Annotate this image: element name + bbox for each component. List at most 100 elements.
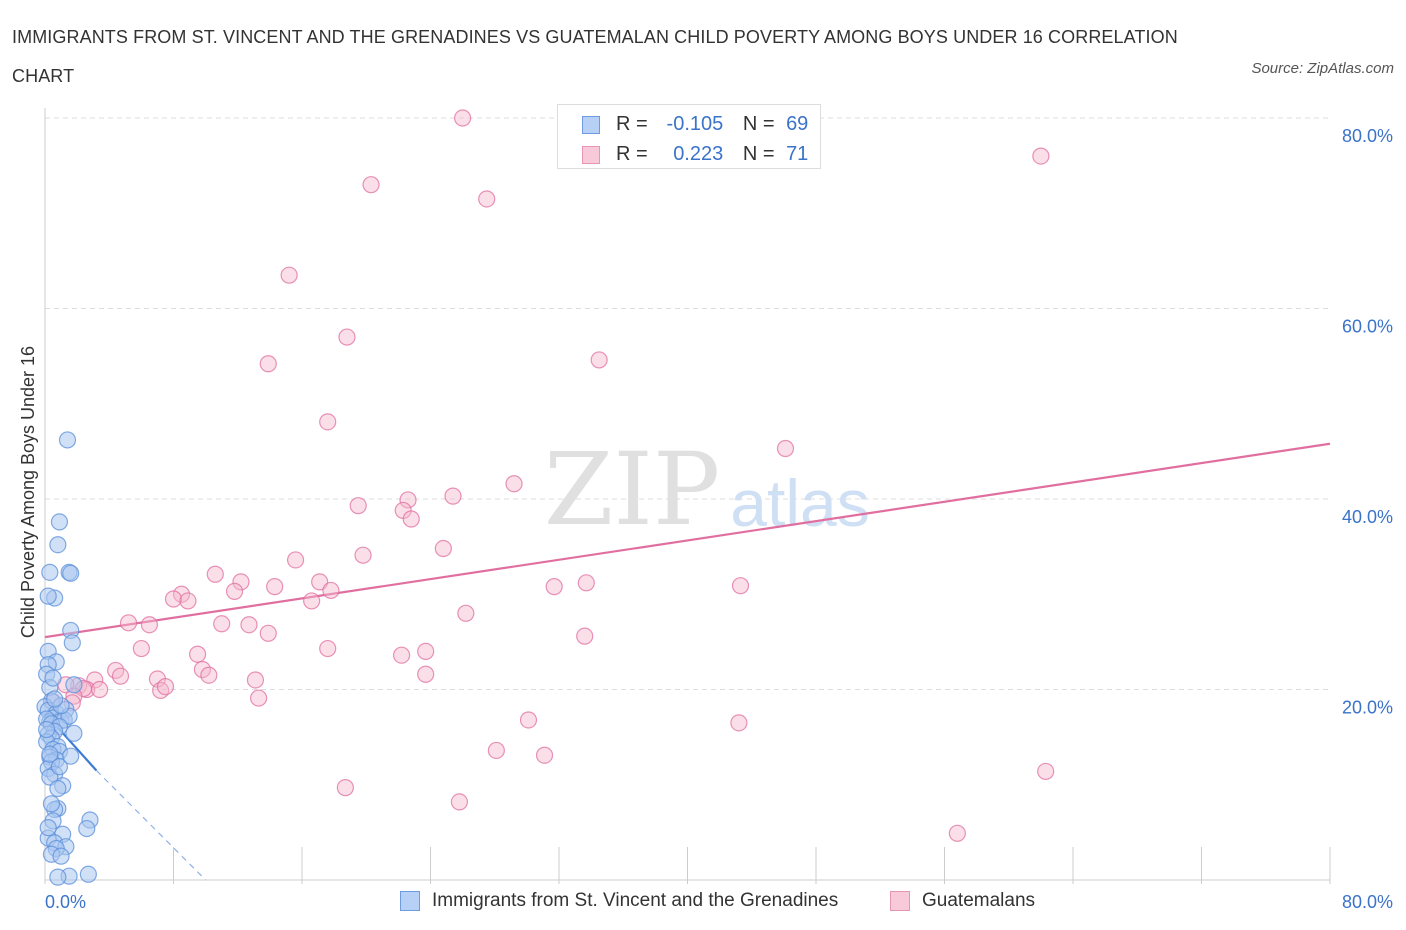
legend-n-value: 69	[786, 113, 809, 135]
data-points	[36, 109, 1055, 886]
tick-labels: 20.0% 40.0% 60.0% 80.0% 0.0% 80.0%	[45, 126, 1393, 912]
legend-label-vincent: Immigrants from St. Vincent and the Gren…	[432, 890, 839, 911]
x-tick-label: 0.0%	[45, 892, 86, 912]
data-point-vincent	[58, 431, 77, 449]
data-point-guatemalan	[250, 689, 268, 707]
data-point-guatemalan	[336, 779, 354, 797]
data-point-vincent	[41, 563, 59, 581]
data-point-guatemalan	[362, 176, 380, 194]
data-point-guatemalan	[286, 551, 305, 569]
data-point-guatemalan	[259, 355, 277, 373]
data-point-guatemalan	[519, 711, 538, 729]
data-point-guatemalan	[164, 590, 183, 608]
data-point-guatemalan	[240, 616, 258, 634]
data-point-guatemalan	[731, 577, 750, 595]
data-point-guatemalan	[392, 646, 411, 664]
legend-n-label: N =	[742, 143, 775, 165]
legend-r-value: 0.223	[673, 143, 724, 165]
data-point-guatemalan	[91, 680, 109, 699]
data-point-vincent	[50, 758, 69, 776]
y-tick-label: 40.0%	[1342, 507, 1393, 527]
data-point-guatemalan	[454, 109, 472, 127]
data-point-vincent	[79, 865, 97, 883]
data-point-guatemalan	[402, 510, 420, 528]
data-point-guatemalan	[457, 604, 475, 622]
legend-r-label: R =	[616, 143, 648, 165]
data-point-vincent	[65, 724, 83, 742]
data-point-guatemalan	[576, 627, 594, 645]
data-point-guatemalan	[280, 266, 298, 284]
data-point-vincent	[65, 676, 83, 694]
data-point-guatemalan	[776, 439, 795, 458]
data-point-guatemalan	[577, 574, 595, 592]
data-point-vincent	[62, 564, 80, 582]
data-point-guatemalan	[354, 546, 372, 564]
correlation-legend: R = -0.105 N = 69 R = 0.223 N = 71	[557, 104, 821, 169]
data-point-guatemalan	[319, 413, 337, 431]
legend-label-guatemalans: Guatemalans	[922, 890, 1036, 911]
data-point-guatemalan	[259, 624, 277, 642]
data-point-guatemalan	[319, 639, 337, 658]
data-point-guatemalan	[450, 793, 469, 811]
legend-swatch-pink	[890, 891, 910, 911]
data-point-guatemalan	[349, 497, 367, 515]
y-tick-label: 20.0%	[1342, 698, 1393, 718]
x-tick-label: 80.0%	[1342, 892, 1393, 912]
series-legend: Immigrants from St. Vincent and the Gren…	[0, 886, 1406, 916]
legend-r-value: -0.105	[666, 113, 724, 135]
data-point-guatemalan	[179, 592, 197, 610]
data-point-guatemalan	[322, 581, 340, 600]
data-point-guatemalan	[303, 592, 321, 610]
source-label: Source: ZipAtlas.com	[1251, 60, 1394, 77]
data-point-guatemalan	[132, 639, 150, 658]
y-axis-label: Child Poverty Among Boys Under 16	[18, 346, 38, 638]
data-point-guatemalan	[213, 615, 231, 633]
data-point-guatemalan	[417, 642, 435, 661]
trend-line-guatemalans	[44, 442, 1331, 639]
data-point-guatemalan	[119, 614, 138, 632]
data-point-guatemalan	[172, 585, 191, 603]
data-point-vincent	[49, 536, 67, 554]
data-point-guatemalan	[266, 578, 284, 596]
watermark-zip: ZIP	[544, 431, 720, 548]
watermark-atlas: atlas	[730, 466, 869, 540]
watermark: ZIP atlas	[544, 431, 870, 548]
data-point-vincent	[38, 720, 56, 739]
data-point-guatemalan	[545, 578, 563, 596]
data-point-guatemalan	[111, 667, 130, 685]
data-point-guatemalan	[232, 573, 250, 591]
legend-swatch-blue	[400, 891, 420, 911]
y-tick-label: 80.0%	[1342, 126, 1393, 146]
data-point-guatemalan	[225, 582, 244, 600]
data-point-vincent	[62, 747, 80, 765]
legend-swatch-pink	[582, 146, 600, 164]
data-point-guatemalan	[1032, 147, 1050, 165]
data-point-guatemalan	[188, 645, 207, 663]
y-tick-label: 60.0%	[1342, 317, 1393, 337]
data-point-vincent	[49, 779, 67, 798]
data-point-vincent	[46, 690, 64, 708]
trend-line-vincent-extension	[95, 770, 207, 881]
data-point-guatemalan	[590, 351, 608, 369]
data-point-guatemalan	[444, 487, 462, 505]
data-point-vincent	[41, 745, 59, 763]
data-point-vincent	[42, 795, 61, 813]
data-point-guatemalan	[730, 714, 748, 732]
chart-title: IMMIGRANTS FROM ST. VINCENT AND THE GREN…	[12, 27, 1178, 86]
data-point-guatemalan	[505, 475, 523, 493]
data-point-vincent	[50, 513, 69, 531]
data-point-guatemalan	[206, 565, 224, 583]
data-point-vincent	[39, 819, 57, 837]
data-point-guatemalan	[246, 671, 265, 689]
data-point-guatemalan	[399, 491, 417, 509]
data-point-vincent	[52, 847, 70, 865]
data-point-guatemalan	[535, 746, 554, 764]
data-point-vincent	[49, 868, 67, 886]
data-point-guatemalan	[417, 665, 435, 683]
data-point-guatemalan	[156, 678, 175, 696]
data-point-guatemalan	[1037, 762, 1055, 781]
legend-n-label: N =	[742, 113, 775, 135]
data-point-guatemalan	[338, 328, 356, 346]
data-point-guatemalan	[200, 666, 218, 684]
